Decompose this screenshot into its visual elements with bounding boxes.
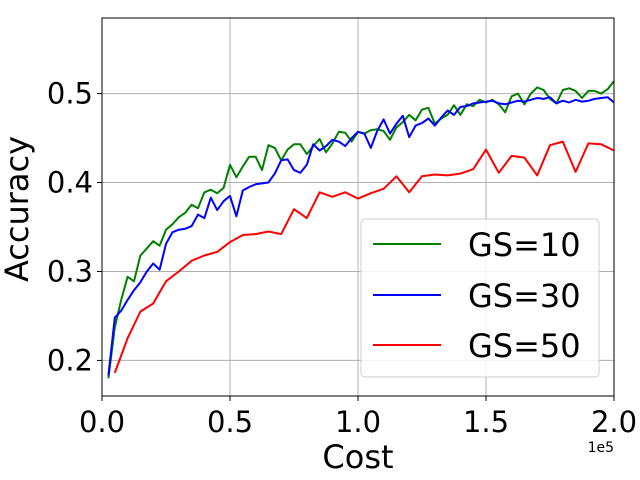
legend-label-gs10: GS=10 xyxy=(468,226,581,264)
y-tick-label: 0.3 xyxy=(47,254,93,288)
series-lines xyxy=(107,80,615,379)
legend-label-gs30: GS=30 xyxy=(468,277,581,315)
y-tick-label: 0.4 xyxy=(47,166,93,200)
legend: GS=10 GS=30 GS=50 xyxy=(360,218,600,378)
series-line-gs30 xyxy=(107,96,615,376)
x-tick-label: 2.0 xyxy=(591,405,637,439)
x-tick-label: 1.5 xyxy=(463,405,509,439)
x-tick-label: 1.0 xyxy=(335,405,381,439)
x-axis-label: Cost xyxy=(322,438,393,476)
x-tick-label: 0.5 xyxy=(207,405,253,439)
legend-box xyxy=(360,218,600,378)
y-tick-label: 0.5 xyxy=(47,77,93,111)
y-tick-label: 0.2 xyxy=(47,343,93,377)
x-tick-label: 0.0 xyxy=(79,405,125,439)
x-axis-offset-label: 1e5 xyxy=(588,440,614,456)
series-line-gs50 xyxy=(113,140,615,374)
plot-frame xyxy=(101,17,615,397)
axis-ticks: 0.0 0.5 1.0 1.5 2.0 0.2 0.3 0.4 0.5 xyxy=(47,77,637,439)
y-axis-label: Accuracy xyxy=(0,136,36,282)
legend-label-gs50: GS=50 xyxy=(468,327,581,365)
